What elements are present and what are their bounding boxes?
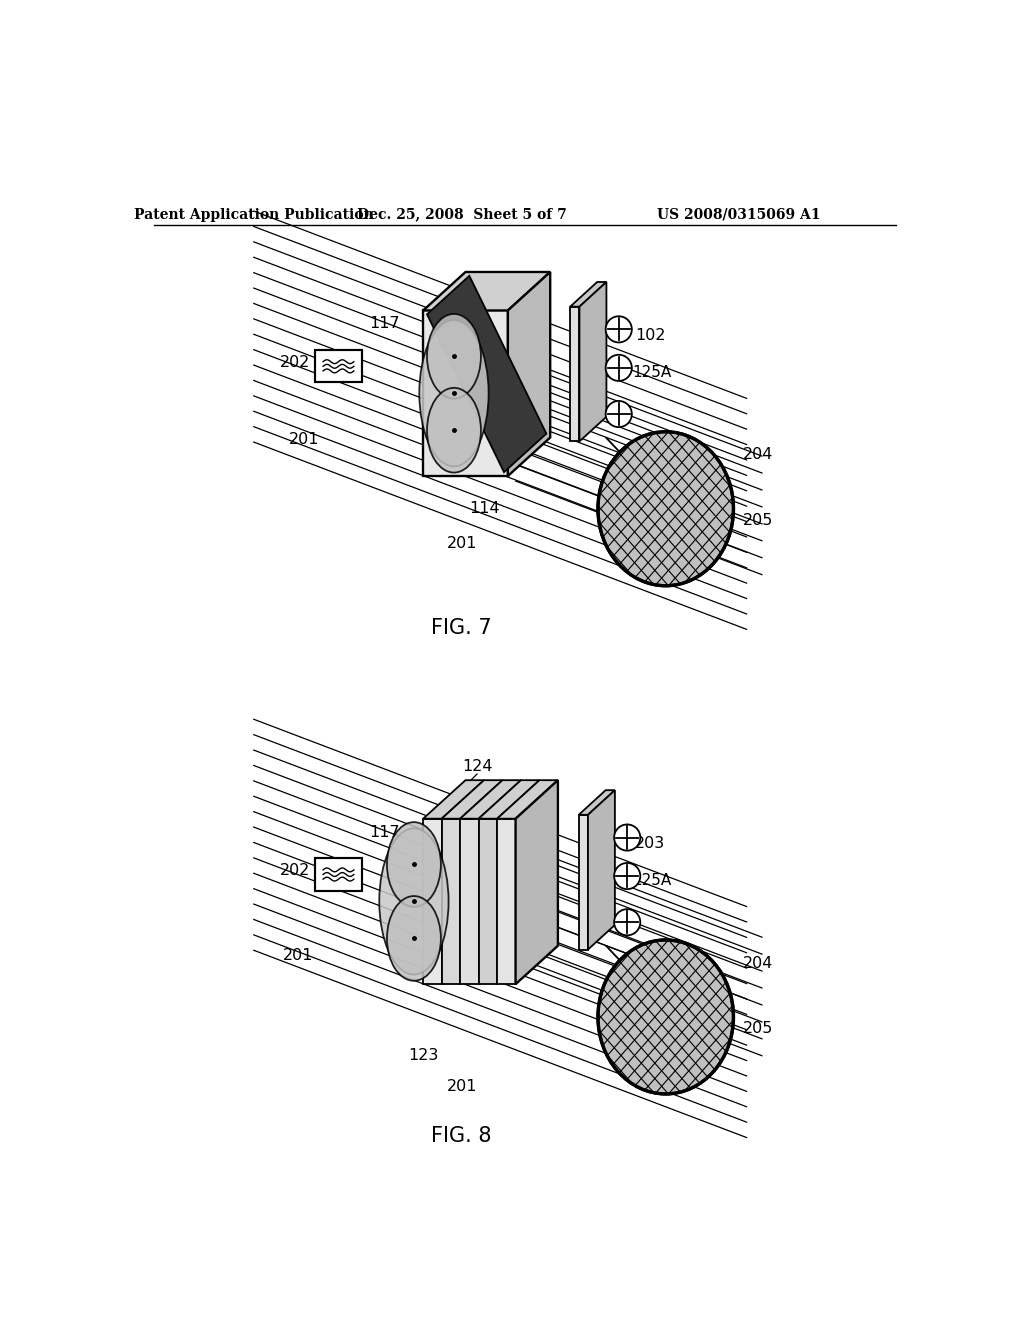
Text: 125A: 125A — [632, 873, 671, 888]
Ellipse shape — [598, 432, 733, 586]
FancyBboxPatch shape — [314, 858, 362, 891]
Polygon shape — [570, 306, 580, 441]
Ellipse shape — [419, 319, 488, 466]
Text: US 2008/0315069 A1: US 2008/0315069 A1 — [657, 207, 820, 222]
Polygon shape — [441, 818, 460, 985]
Circle shape — [614, 863, 640, 890]
Text: 204: 204 — [742, 447, 773, 462]
Circle shape — [605, 401, 632, 428]
Polygon shape — [460, 780, 521, 818]
Text: 205: 205 — [742, 512, 773, 528]
Text: 123: 123 — [408, 1048, 438, 1063]
Polygon shape — [478, 780, 540, 818]
Polygon shape — [497, 780, 558, 818]
Text: 203: 203 — [635, 836, 666, 851]
Text: 202: 202 — [280, 863, 309, 878]
Text: FIG. 8: FIG. 8 — [431, 1126, 492, 1146]
Polygon shape — [497, 818, 515, 985]
Circle shape — [614, 825, 640, 850]
Polygon shape — [423, 780, 484, 818]
Text: Dec. 25, 2008  Sheet 5 of 7: Dec. 25, 2008 Sheet 5 of 7 — [356, 207, 566, 222]
FancyBboxPatch shape — [314, 350, 362, 383]
Circle shape — [605, 317, 632, 342]
Ellipse shape — [427, 314, 481, 399]
Polygon shape — [423, 818, 441, 985]
Text: 201: 201 — [284, 948, 313, 962]
Polygon shape — [423, 310, 508, 477]
Text: 117: 117 — [370, 825, 400, 840]
Ellipse shape — [598, 940, 733, 1094]
Ellipse shape — [379, 829, 449, 974]
Polygon shape — [508, 272, 550, 477]
Polygon shape — [478, 818, 497, 985]
Text: Patent Application Publication: Patent Application Publication — [134, 207, 374, 222]
Polygon shape — [460, 818, 478, 985]
Circle shape — [605, 355, 632, 381]
Text: 125A: 125A — [632, 364, 671, 380]
Polygon shape — [427, 276, 547, 473]
Circle shape — [614, 909, 640, 936]
Ellipse shape — [427, 388, 481, 473]
Ellipse shape — [387, 896, 441, 981]
Text: 102: 102 — [635, 327, 666, 343]
Polygon shape — [423, 272, 550, 310]
Text: 114: 114 — [469, 502, 500, 516]
Text: 204: 204 — [742, 956, 773, 970]
Polygon shape — [515, 780, 558, 985]
Polygon shape — [570, 282, 606, 306]
Ellipse shape — [387, 822, 441, 907]
Text: 117: 117 — [370, 317, 400, 331]
Text: 202: 202 — [280, 355, 309, 370]
Polygon shape — [579, 791, 614, 814]
Text: 205: 205 — [742, 1020, 773, 1036]
Polygon shape — [588, 791, 614, 949]
Text: 201: 201 — [289, 432, 319, 447]
Text: 201: 201 — [446, 1078, 477, 1094]
Text: 201: 201 — [446, 536, 477, 550]
Text: 124: 124 — [462, 759, 493, 774]
Polygon shape — [441, 780, 503, 818]
Polygon shape — [579, 814, 588, 949]
Polygon shape — [580, 282, 606, 441]
Text: FIG. 7: FIG. 7 — [431, 618, 492, 638]
